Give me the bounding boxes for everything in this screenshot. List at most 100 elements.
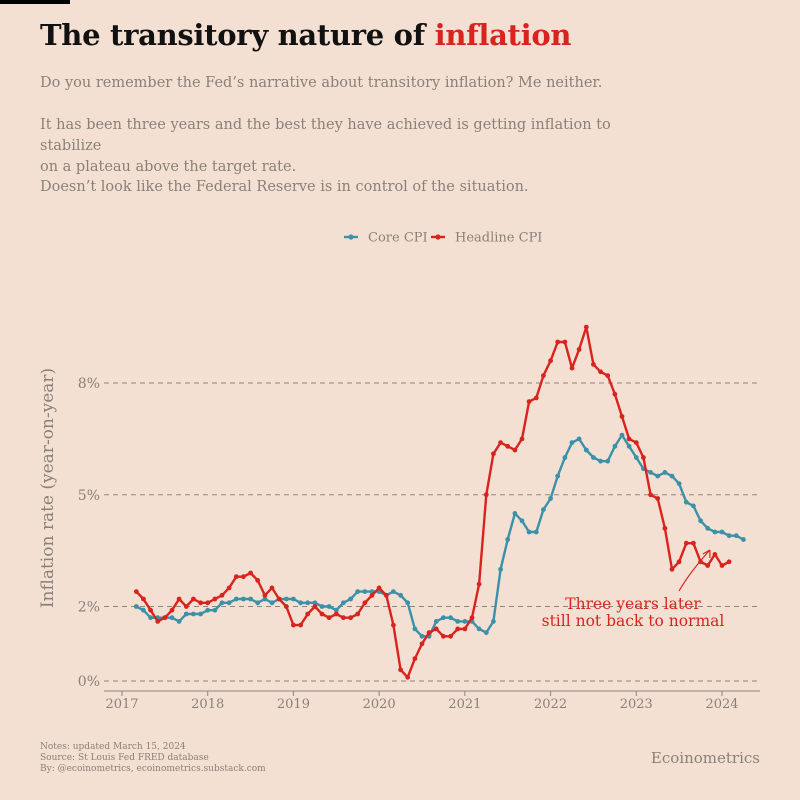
data-point-headline-cpi xyxy=(162,615,168,621)
data-point-core-cpi xyxy=(612,443,618,449)
annotation-arrow xyxy=(678,549,711,592)
intro-paragraph-2-line-2: on a plateau above the target rate. xyxy=(40,159,297,175)
data-point-headline-cpi xyxy=(326,615,332,621)
data-point-headline-cpi xyxy=(276,596,282,602)
data-point-headline-cpi xyxy=(183,604,189,609)
data-point-headline-cpi xyxy=(169,607,175,613)
brand-label: Ecoinometrics xyxy=(650,749,760,767)
x-tick-label: 2019 xyxy=(277,697,310,712)
data-point-core-cpi xyxy=(298,600,303,606)
data-point-core-cpi xyxy=(233,596,239,602)
data-point-headline-cpi xyxy=(312,604,318,609)
data-point-headline-cpi xyxy=(533,395,539,401)
x-tick-label: 2017 xyxy=(105,697,138,712)
data-point-core-cpi xyxy=(583,447,589,453)
data-point-core-cpi xyxy=(419,633,425,639)
data-point-core-cpi xyxy=(398,592,403,598)
data-point-headline-cpi xyxy=(576,347,582,352)
data-point-headline-cpi xyxy=(333,611,339,617)
data-point-headline-cpi xyxy=(626,436,632,442)
data-point-headline-cpi xyxy=(676,559,682,565)
data-point-headline-cpi xyxy=(305,611,311,617)
footer-notes: Notes: updated March 15, 2024 Source: St… xyxy=(40,742,266,775)
footer-note-source: Source: St Louis Fed FRED database xyxy=(40,753,209,763)
data-point-headline-cpi xyxy=(283,604,289,609)
data-point-headline-cpi xyxy=(526,399,532,404)
data-point-headline-cpi xyxy=(612,391,618,397)
data-point-headline-cpi xyxy=(619,414,625,419)
data-point-core-cpi xyxy=(341,600,346,606)
data-point-core-cpi xyxy=(312,600,318,606)
x-tick-label: 2023 xyxy=(620,697,653,712)
data-point-headline-cpi xyxy=(262,592,268,598)
data-point-headline-cpi xyxy=(298,622,303,628)
data-point-headline-cpi xyxy=(455,626,461,632)
x-tick-label: 2021 xyxy=(448,697,481,712)
footer-note-updated: Notes: updated March 15, 2024 xyxy=(40,742,186,752)
data-point-core-cpi xyxy=(183,611,189,617)
data-point-core-cpi xyxy=(191,611,196,617)
data-point-core-cpi xyxy=(655,473,661,479)
data-point-core-cpi xyxy=(662,470,668,475)
data-point-headline-cpi xyxy=(541,373,546,378)
data-point-headline-cpi xyxy=(341,615,346,621)
y-tick-label: 0% xyxy=(78,674,100,690)
intro-paragraph-1: Do you remember the Fed’s narrative abou… xyxy=(40,75,603,91)
data-point-core-cpi xyxy=(626,443,632,449)
data-point-core-cpi xyxy=(669,473,675,479)
data-point-headline-cpi xyxy=(662,525,668,531)
data-point-headline-cpi xyxy=(291,622,296,628)
intro-paragraph-2: It has been three years and the best the… xyxy=(40,115,640,178)
data-point-core-cpi xyxy=(148,615,154,621)
data-point-core-cpi xyxy=(605,458,611,464)
data-point-headline-cpi xyxy=(255,578,261,583)
data-point-core-cpi xyxy=(526,529,532,535)
data-point-core-cpi xyxy=(169,615,175,621)
data-point-core-cpi xyxy=(555,473,561,479)
data-point-headline-cpi xyxy=(412,656,418,661)
data-point-headline-cpi xyxy=(591,362,596,367)
data-point-core-cpi xyxy=(226,600,232,606)
data-point-headline-cpi xyxy=(176,596,182,602)
legend-swatch-dot xyxy=(348,234,354,240)
data-point-headline-cpi xyxy=(705,563,711,568)
data-point-headline-cpi xyxy=(483,492,489,498)
data-point-core-cpi xyxy=(141,607,146,613)
data-point-core-cpi xyxy=(719,529,725,535)
data-point-headline-cpi xyxy=(191,596,196,602)
data-point-core-cpi xyxy=(433,619,439,624)
top-accent-bar xyxy=(0,0,70,4)
annotation-line-2: still not back to normal xyxy=(542,612,725,630)
data-point-headline-cpi xyxy=(726,559,732,565)
data-point-headline-cpi xyxy=(362,600,368,606)
data-point-core-cpi xyxy=(726,533,732,539)
data-point-core-cpi xyxy=(348,596,353,602)
data-point-headline-cpi xyxy=(419,641,425,647)
data-point-headline-cpi xyxy=(405,674,411,680)
data-point-headline-cpi xyxy=(669,566,675,572)
data-point-headline-cpi xyxy=(633,440,639,445)
data-point-core-cpi xyxy=(476,626,482,632)
data-point-core-cpi xyxy=(198,611,204,617)
data-point-headline-cpi xyxy=(548,358,553,364)
data-point-core-cpi xyxy=(255,600,261,606)
data-point-headline-cpi xyxy=(148,607,154,613)
data-point-core-cpi xyxy=(698,518,703,524)
data-point-headline-cpi xyxy=(512,447,518,453)
data-point-core-cpi xyxy=(283,596,289,602)
data-point-headline-cpi xyxy=(391,622,396,628)
data-point-core-cpi xyxy=(491,619,496,624)
data-point-core-cpi xyxy=(205,607,211,613)
y-axis-label: Inflation rate (year-on-year) xyxy=(38,368,58,608)
data-point-core-cpi xyxy=(291,596,296,602)
data-point-headline-cpi xyxy=(383,592,389,598)
data-point-headline-cpi xyxy=(691,540,696,546)
data-point-core-cpi xyxy=(498,566,503,572)
data-point-headline-cpi xyxy=(605,373,611,378)
data-point-core-cpi xyxy=(576,436,582,442)
data-point-headline-cpi xyxy=(648,492,653,498)
data-point-headline-cpi xyxy=(555,339,561,345)
title-accent: inflation xyxy=(434,18,572,52)
data-point-headline-cpi xyxy=(712,552,718,557)
data-point-headline-cpi xyxy=(569,365,575,371)
